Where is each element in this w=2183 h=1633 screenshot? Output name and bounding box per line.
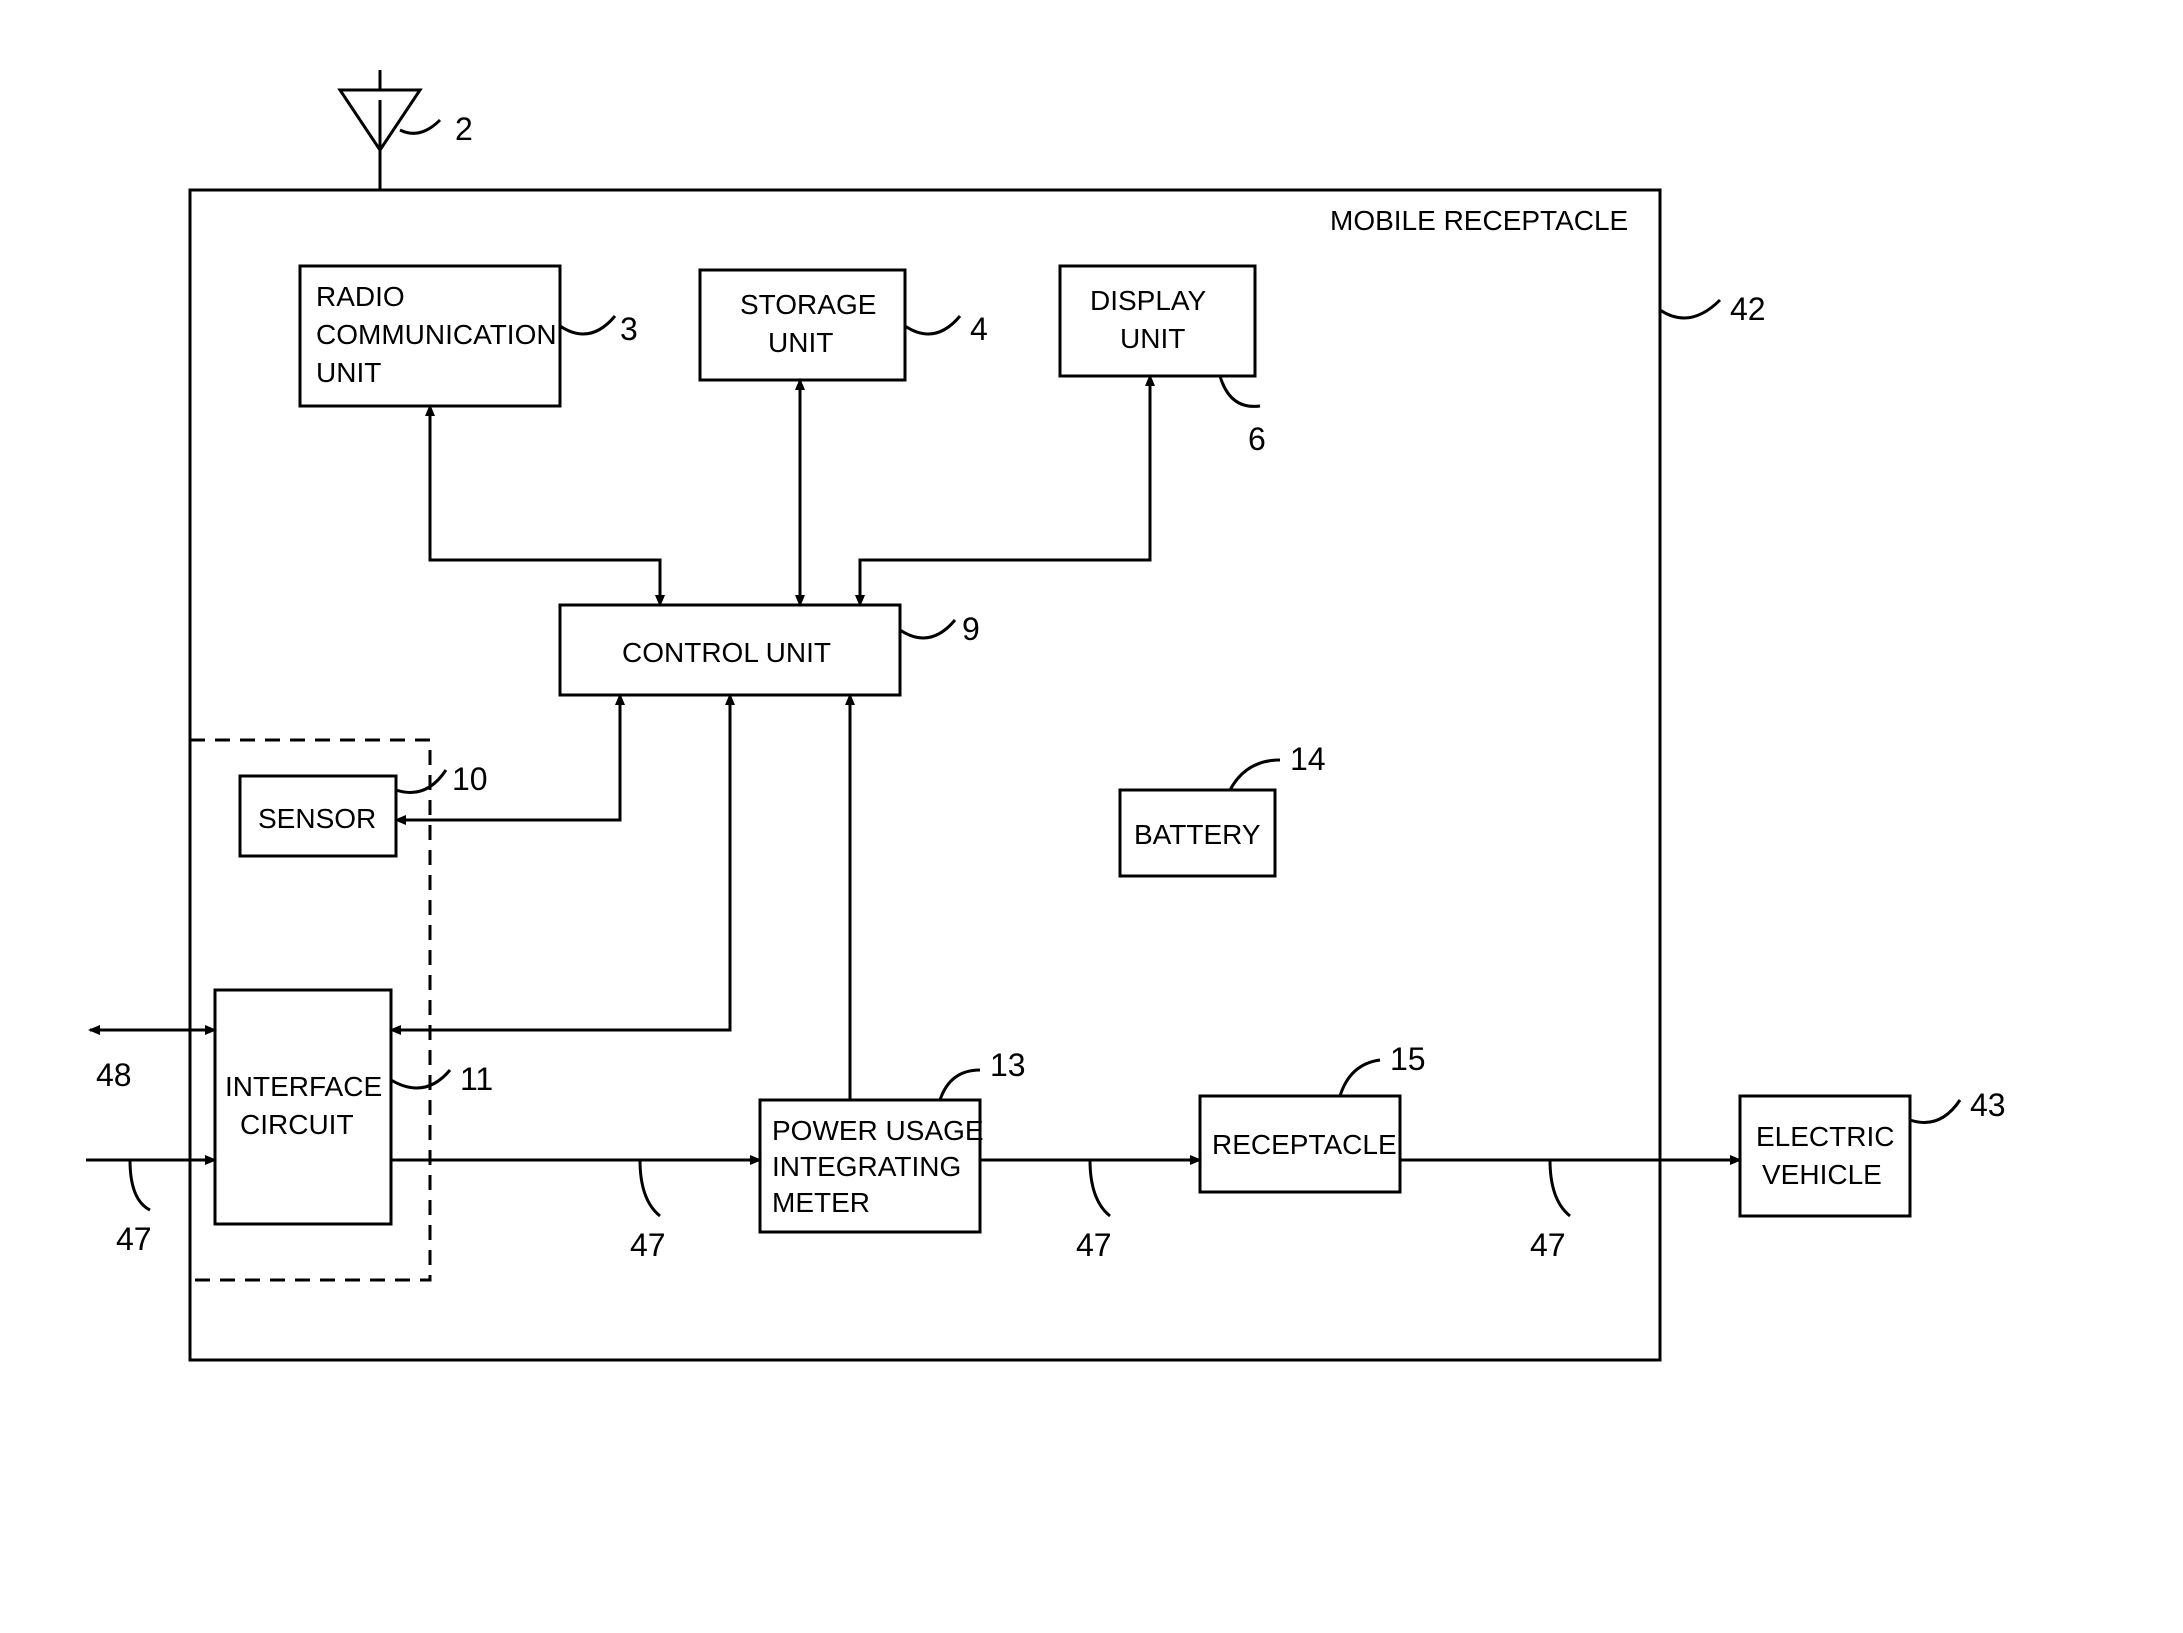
ref-47b: 47 [630, 1227, 666, 1263]
battery-l: BATTERY [1134, 819, 1261, 850]
meter-l2: INTEGRATING [772, 1151, 961, 1182]
block-diagram: 2 MOBILE RECEPTACLE 42 RADIO COMMUNICATI… [0, 0, 2183, 1633]
storage-l2: UNIT [768, 327, 833, 358]
storage-l1: STORAGE [740, 289, 876, 320]
iface-l2: CIRCUIT [240, 1109, 354, 1140]
ref-main: 42 [1730, 291, 1766, 327]
storage-block [700, 270, 905, 380]
iface-l1: INTERFACE [225, 1071, 382, 1102]
ref-47d: 47 [1530, 1227, 1566, 1263]
display-l1: DISPLAY [1090, 285, 1207, 316]
title-label: MOBILE RECEPTACLE [1330, 205, 1628, 236]
ev-block [1740, 1096, 1910, 1216]
recpt-l: RECEPTACLE [1212, 1129, 1397, 1160]
control-l: CONTROL UNIT [622, 637, 831, 668]
ref-display: 6 [1248, 421, 1266, 457]
ref-sensor: 10 [452, 761, 488, 797]
ref-recpt: 15 [1390, 1041, 1426, 1077]
ref-iface: 11 [460, 1061, 493, 1097]
ev-l2: VEHICLE [1762, 1159, 1882, 1190]
meter-l1: POWER USAGE [772, 1115, 984, 1146]
ref-ev: 43 [1970, 1087, 2006, 1123]
ref-antenna: 2 [455, 111, 473, 147]
display-l2: UNIT [1120, 323, 1185, 354]
ref-48: 48 [96, 1057, 132, 1093]
meter-l3: METER [772, 1187, 870, 1218]
radio-l3: UNIT [316, 357, 381, 388]
display-block [1060, 266, 1255, 376]
ref-radio: 3 [620, 311, 638, 347]
sensor-l: SENSOR [258, 803, 376, 834]
ref-storage: 4 [970, 311, 988, 347]
ref-meter: 13 [990, 1047, 1026, 1083]
ref-control: 9 [962, 611, 980, 647]
interface-block [215, 990, 391, 1224]
radio-l1: RADIO [316, 281, 405, 312]
radio-l2: COMMUNICATION [316, 319, 557, 350]
ref-47c: 47 [1076, 1227, 1112, 1263]
ev-l1: ELECTRIC [1756, 1121, 1894, 1152]
ref-battery: 14 [1290, 741, 1326, 777]
ref-47a: 47 [116, 1221, 152, 1257]
